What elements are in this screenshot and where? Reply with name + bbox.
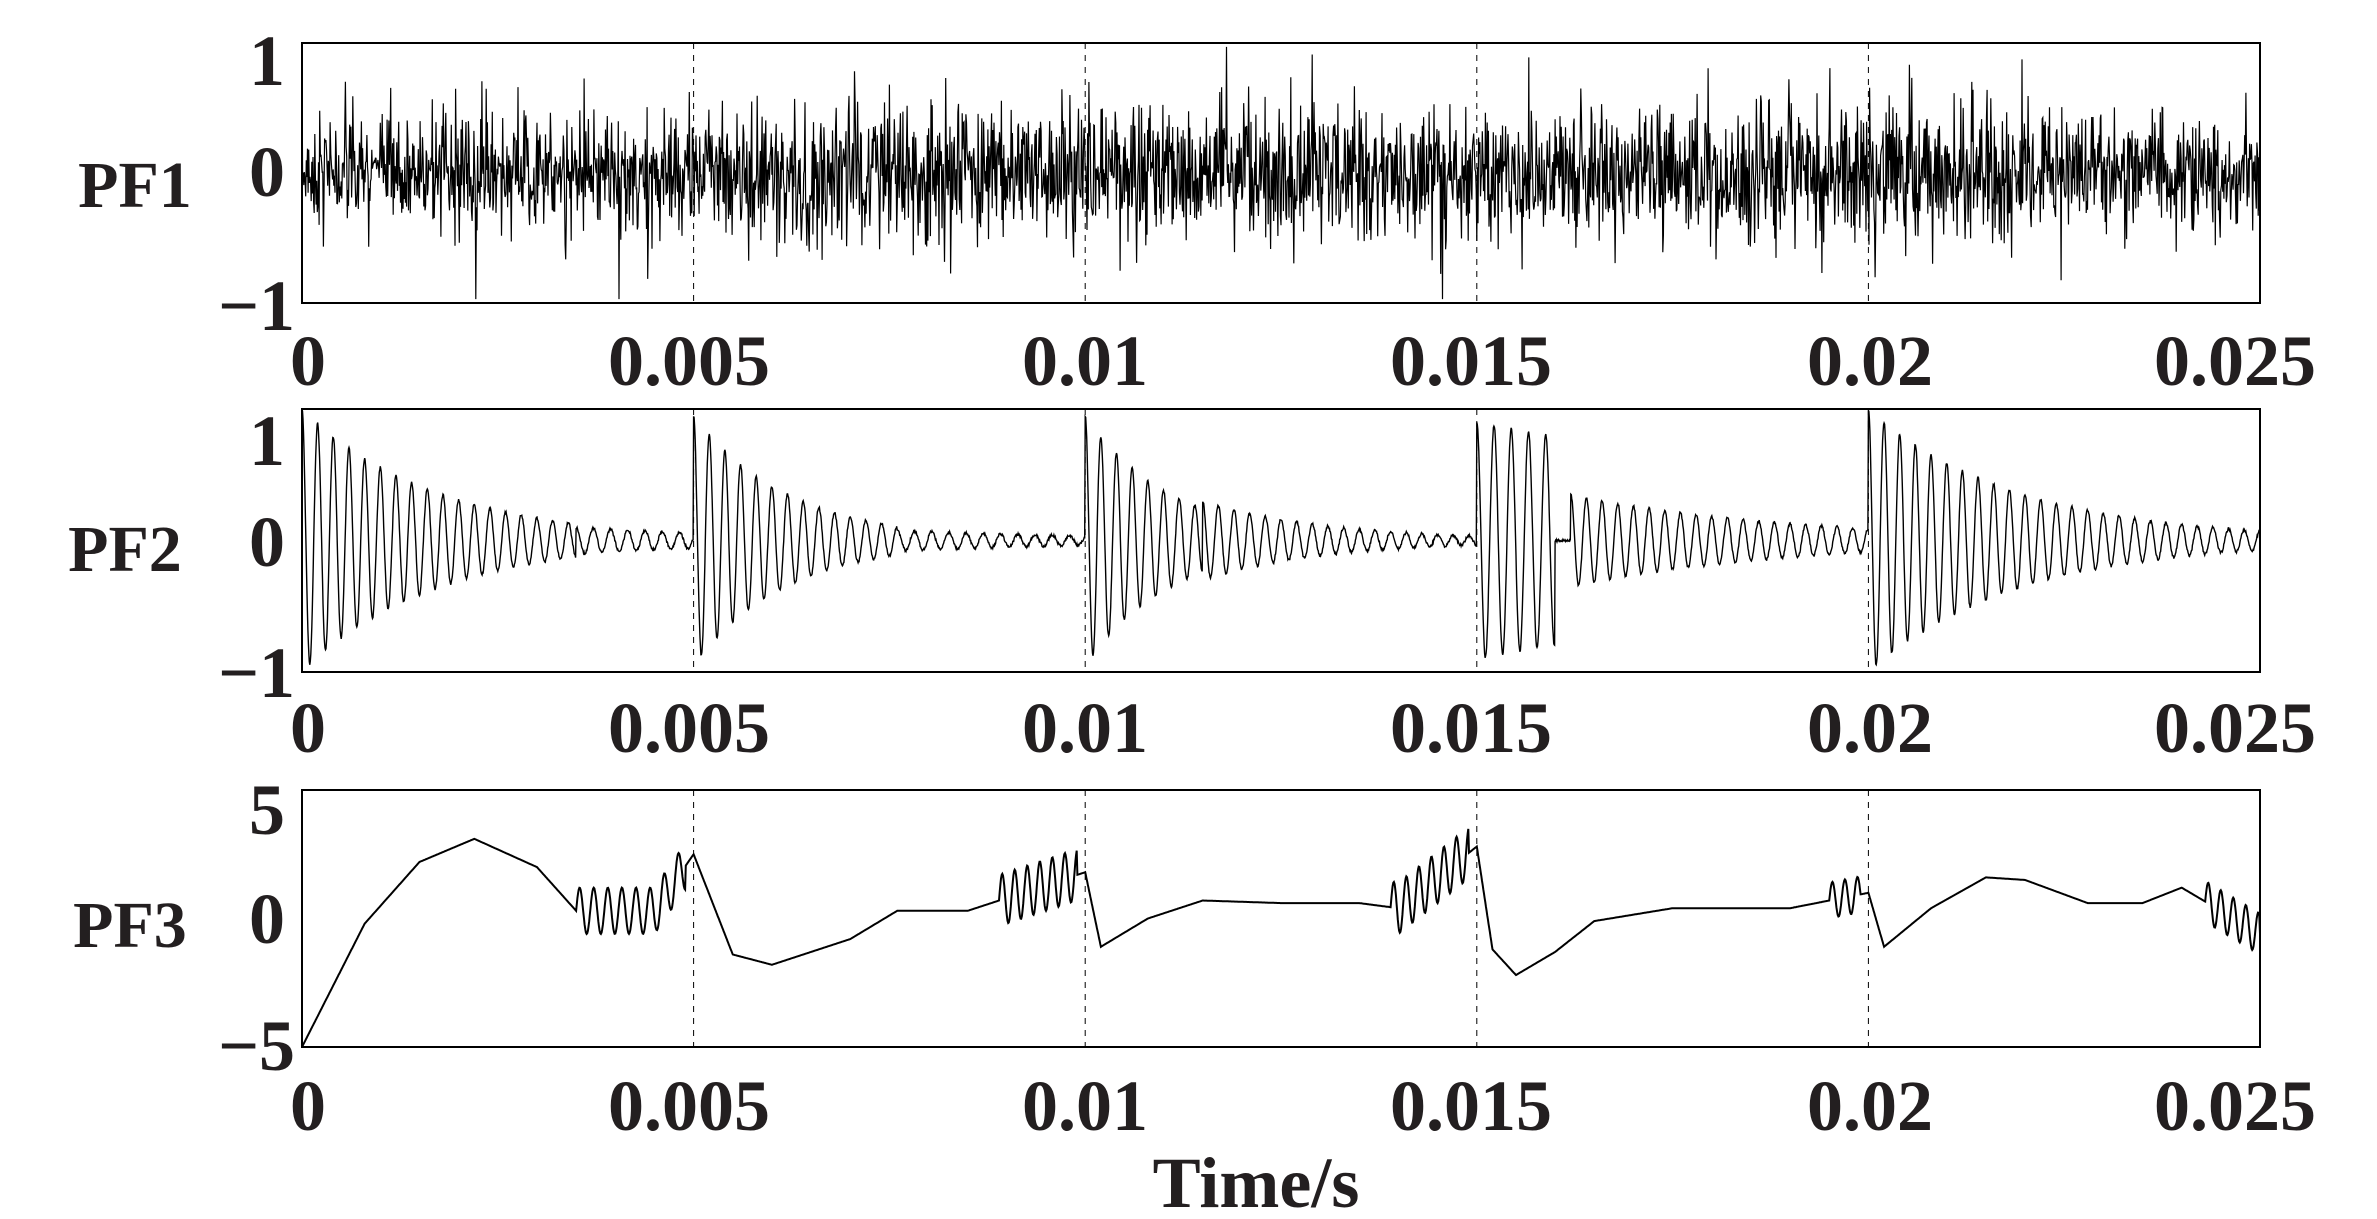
x-tick-label: 0.015 [1390,321,1552,401]
x-tick-label: 0.01 [1022,1066,1148,1146]
x-tick-label: 0.02 [1807,1066,1933,1146]
x-tick-label: 0.02 [1807,688,1933,768]
y-tick-label: 1 [249,401,285,481]
panel-pf1: 1 0 −1 0 0.005 0.01 0.015 0.02 0.025 PF1 [78,21,2316,401]
y-tick-label: 5 [249,770,285,850]
x-tick-label: 0.025 [2154,688,2316,768]
plot-area-pf2 [301,408,2261,673]
y-ticks-pf2: 1 0 −1 [218,401,295,713]
series-line-pf1 [301,46,2261,300]
x-ticks-pf2: 0 0.005 0.01 0.015 0.02 0.025 [290,688,2316,768]
plot-area-pf3 [301,789,2261,1048]
y-axis-label-pf2: PF2 [68,513,182,586]
x-tick-label: 0 [290,321,326,401]
series-line-pf2 [301,409,2261,667]
x-tick-label: 0.01 [1022,321,1148,401]
y-tick-label: −5 [218,1006,295,1086]
y-axis-label-pf3: PF3 [73,889,187,962]
x-ticks-pf1: 0 0.005 0.01 0.015 0.02 0.025 [290,321,2316,401]
y-axis-label-pf1: PF1 [78,149,192,222]
y-tick-label: 0 [249,879,285,959]
y-tick-label: 1 [249,21,285,101]
x-tick-label: 0 [290,1066,326,1146]
x-tick-label: 0.025 [2154,1066,2316,1146]
x-tick-label: 0.005 [608,321,770,401]
y-tick-label: 0 [249,502,285,582]
x-tick-label: 0.005 [608,688,770,768]
x-tick-label: 0.015 [1390,688,1552,768]
x-tick-label: 0.01 [1022,688,1148,768]
panel-pf2: 1 0 −1 0 0.005 0.01 0.015 0.02 0.025 PF2 [68,401,2316,768]
x-axis-label: Time/s [1153,1143,1360,1219]
y-tick-label: −1 [218,266,295,346]
panel-pf3: 5 0 −5 0 0.005 0.01 0.015 0.02 0.025 PF3… [73,770,2316,1219]
x-ticks-pf3: 0 0.005 0.01 0.015 0.02 0.025 [290,1066,2316,1146]
y-ticks-pf3: 5 0 −5 [218,770,295,1086]
y-tick-label: 0 [249,132,285,212]
y-tick-label: −1 [218,633,295,713]
x-tick-label: 0 [290,688,326,768]
grid-pf1 [693,43,1869,303]
x-tick-label: 0.005 [608,1066,770,1146]
x-tick-label: 0.02 [1807,321,1933,401]
x-tick-label: 0.025 [2154,321,2316,401]
series-line-pf3 [301,828,2261,1048]
y-ticks-pf1: 1 0 −1 [218,21,295,346]
grid-pf2 [693,409,1869,672]
x-tick-label: 0.015 [1390,1066,1552,1146]
